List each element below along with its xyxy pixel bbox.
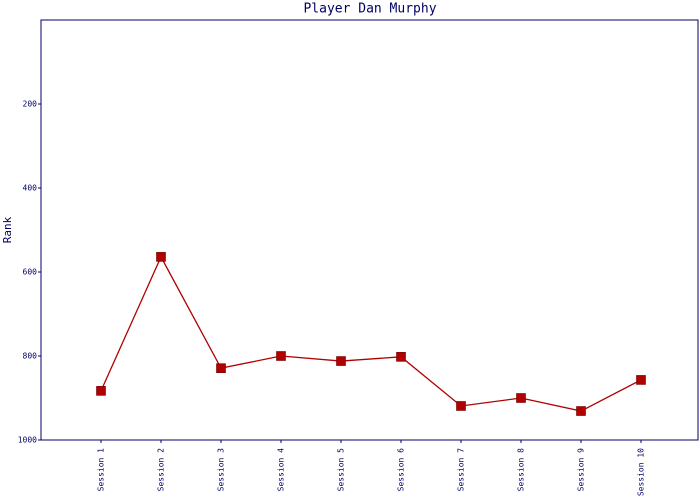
y-tick-label: 600	[23, 268, 38, 277]
x-tick-label: Session 9	[577, 448, 586, 492]
point-marker	[96, 386, 106, 396]
point-marker	[396, 352, 406, 362]
x-tick-label: Session 3	[217, 448, 226, 492]
y-tick-label: 200	[23, 100, 38, 109]
point-marker	[636, 375, 646, 385]
x-tick-label: Session 5	[337, 448, 346, 492]
point-marker	[456, 401, 466, 411]
point-marker	[276, 351, 286, 361]
x-tick-label: Session 2	[157, 448, 166, 492]
plot-frame	[40, 19, 699, 441]
y-tick-label: 800	[23, 352, 38, 361]
chart-title: Player Dan Murphy	[303, 2, 436, 17]
point-marker	[516, 393, 526, 403]
x-tick-label: Session 4	[277, 448, 286, 492]
y-tick-label: 400	[23, 184, 38, 193]
x-tick-label: Session 1	[97, 448, 106, 492]
x-tick-label: Session 8	[517, 448, 526, 492]
point-marker	[576, 406, 586, 416]
point-marker	[336, 356, 346, 366]
point-marker	[216, 363, 226, 373]
x-tick-label: Session 7	[457, 448, 466, 492]
y-tick-label: 1000	[18, 436, 37, 445]
series-line	[100, 255, 642, 412]
x-tick-label: Session 10	[637, 448, 646, 496]
x-tick-label: Session 6	[397, 448, 406, 492]
y-axis-label: Rank	[1, 216, 14, 243]
point-marker	[156, 252, 166, 262]
